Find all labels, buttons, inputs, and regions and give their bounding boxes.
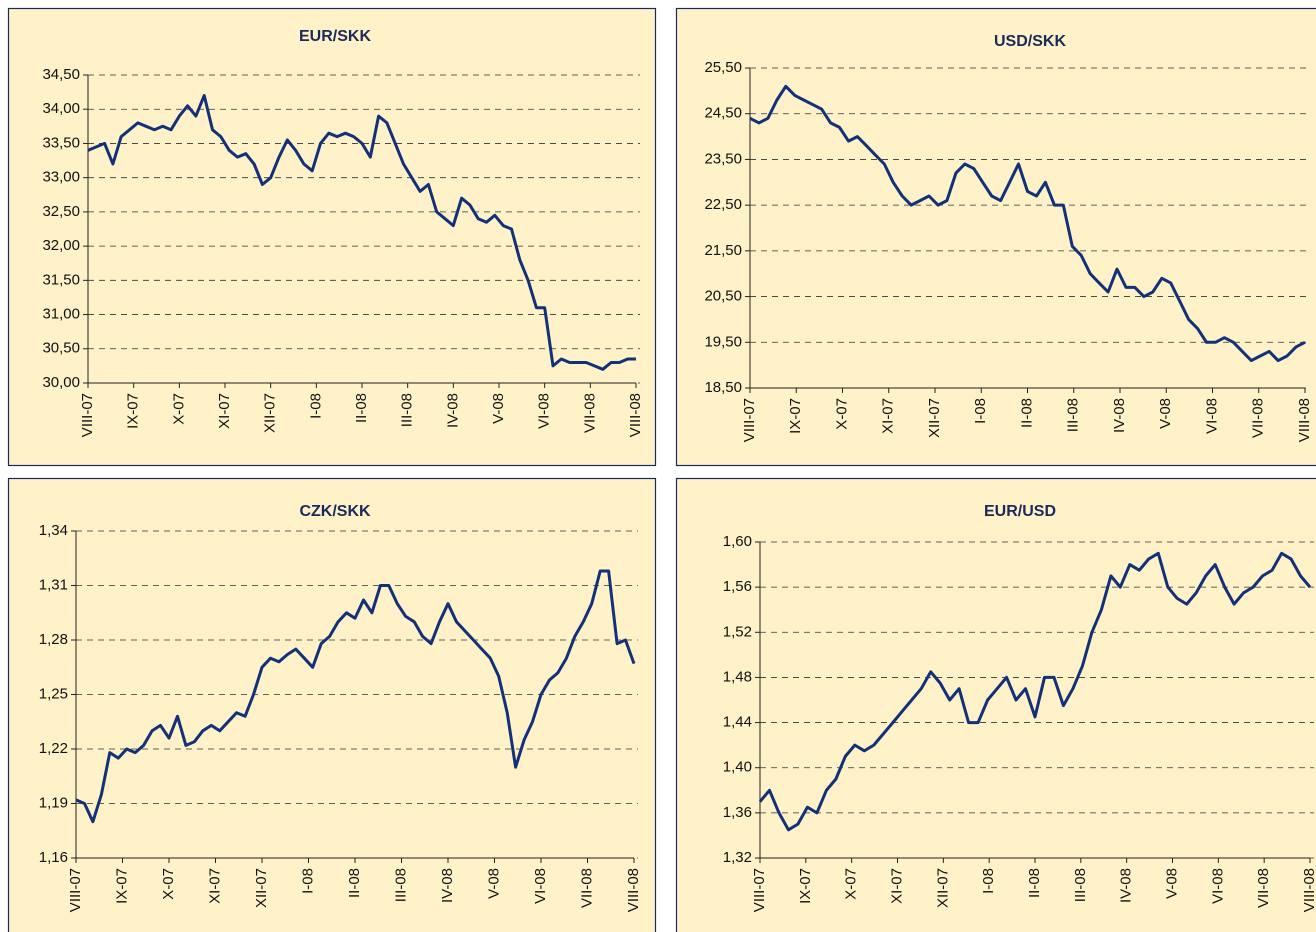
x-tick-label: XI-07 xyxy=(216,393,233,429)
y-tick-label: 1,56 xyxy=(723,578,752,595)
x-tick-label: X-07 xyxy=(843,868,860,900)
y-tick-label: 34,00 xyxy=(42,100,80,117)
x-tick-label: V-08 xyxy=(1163,868,1180,899)
x-tick-label: VI-08 xyxy=(1209,868,1226,904)
x-tick-label: VI-08 xyxy=(536,393,553,429)
x-tick-label: IX-07 xyxy=(113,868,130,904)
x-tick-label: VIII-07 xyxy=(67,868,84,912)
x-tick-label: VII-08 xyxy=(581,393,598,433)
chart-title: CZK/SKK xyxy=(299,503,371,520)
y-tick-label: 1,60 xyxy=(723,533,752,550)
chart-title: USD/SKK xyxy=(994,33,1066,50)
y-tick-label: 33,00 xyxy=(42,169,80,186)
x-tick-label: IX-07 xyxy=(787,398,804,434)
x-tick-label: II-08 xyxy=(346,868,363,898)
x-tick-label: X-07 xyxy=(160,868,177,900)
y-tick-label: 30,50 xyxy=(42,340,80,357)
y-tick-label: 21,50 xyxy=(704,242,742,259)
x-tick-label: VIII-08 xyxy=(625,868,642,912)
data-line xyxy=(87,94,636,371)
x-tick-label: V-08 xyxy=(1157,398,1174,429)
x-tick-label: IX-07 xyxy=(125,393,142,429)
panel xyxy=(675,477,1316,932)
x-tick-label: VIII-07 xyxy=(741,398,758,442)
y-tick-label: 1,52 xyxy=(723,623,752,640)
y-tick-label: 1,40 xyxy=(723,759,752,776)
panel xyxy=(7,477,657,932)
x-tick-label: VIII-07 xyxy=(79,393,96,437)
y-tick-label: 1,36 xyxy=(723,804,752,821)
y-tick-label: 1,19 xyxy=(39,794,68,811)
y-tick-label: 1,28 xyxy=(39,631,68,648)
panel xyxy=(7,7,657,467)
panel xyxy=(675,7,1316,467)
x-tick-label: XII-07 xyxy=(926,398,943,438)
x-tick-label: VIII-08 xyxy=(1301,868,1316,912)
x-tick-label: VII-08 xyxy=(578,868,595,908)
x-tick-label: VI-08 xyxy=(532,868,549,904)
x-tick-label: III-08 xyxy=(1072,868,1089,902)
y-tick-label: 1,22 xyxy=(39,740,68,757)
x-tick-label: VIII-07 xyxy=(751,868,768,912)
x-tick-label: XII-07 xyxy=(262,393,279,433)
x-tick-label: IV-08 xyxy=(444,393,461,428)
x-tick-label: X-07 xyxy=(170,393,187,425)
chart-title: EUR/SKK xyxy=(299,28,371,45)
x-tick-label: I-08 xyxy=(980,868,997,894)
y-tick-label: 1,44 xyxy=(723,714,752,731)
y-tick-label: 1,16 xyxy=(39,849,68,866)
x-tick-label: V-08 xyxy=(485,868,502,899)
y-tick-label: 34,50 xyxy=(42,66,80,83)
y-tick-label: 23,50 xyxy=(704,150,742,167)
x-tick-label: III-08 xyxy=(392,868,409,902)
y-tick-label: 20,50 xyxy=(704,288,742,305)
data-line xyxy=(758,551,1312,832)
y-tick-label: 24,50 xyxy=(704,105,742,122)
y-tick-label: 31,00 xyxy=(42,306,80,323)
x-tick-label: II-08 xyxy=(1026,868,1043,898)
x-tick-label: III-08 xyxy=(399,393,416,427)
x-tick-label: I-08 xyxy=(972,398,989,424)
y-tick-label: 1,48 xyxy=(723,668,752,685)
y-tick-label: 1,34 xyxy=(39,522,68,539)
y-tick-label: 31,50 xyxy=(42,271,80,288)
x-tick-label: XI-07 xyxy=(888,868,905,904)
x-tick-label: I-08 xyxy=(307,393,324,419)
x-tick-label: IX-07 xyxy=(797,868,814,904)
x-tick-label: XII-07 xyxy=(253,868,270,908)
data-line xyxy=(749,84,1306,363)
x-tick-label: XI-07 xyxy=(206,868,223,904)
x-tick-label: X-07 xyxy=(833,398,850,430)
x-tick-label: VIII-08 xyxy=(1296,398,1313,442)
x-tick-label: V-08 xyxy=(490,393,507,424)
y-tick-label: 1,32 xyxy=(723,849,752,866)
x-tick-label: I-08 xyxy=(299,868,316,894)
y-tick-label: 33,50 xyxy=(42,134,80,151)
y-tick-label: 25,50 xyxy=(704,59,742,76)
x-tick-label: II-08 xyxy=(353,393,370,423)
x-tick-label: VIII-08 xyxy=(627,393,644,437)
y-tick-label: 1,31 xyxy=(39,576,68,593)
x-tick-label: XI-07 xyxy=(880,398,897,434)
y-tick-label: 32,00 xyxy=(42,237,80,254)
y-tick-label: 32,50 xyxy=(42,203,80,220)
y-tick-label: 22,50 xyxy=(704,196,742,213)
x-tick-label: VI-08 xyxy=(1203,398,1220,434)
y-tick-label: 30,00 xyxy=(42,374,80,391)
x-tick-label: IV-08 xyxy=(1118,868,1135,903)
x-tick-label: VII-08 xyxy=(1250,398,1267,438)
y-tick-label: 18,50 xyxy=(704,379,742,396)
y-tick-label: 19,50 xyxy=(704,333,742,350)
x-tick-label: XII-07 xyxy=(934,868,951,908)
data-line xyxy=(75,569,636,824)
x-tick-label: III-08 xyxy=(1065,398,1082,432)
x-tick-label: VII-08 xyxy=(1255,868,1272,908)
chart-title: EUR/USD xyxy=(984,503,1056,520)
x-tick-label: II-08 xyxy=(1018,398,1035,428)
x-tick-label: IV-08 xyxy=(439,868,456,903)
y-tick-label: 1,25 xyxy=(39,685,68,702)
x-tick-label: IV-08 xyxy=(1111,398,1128,433)
